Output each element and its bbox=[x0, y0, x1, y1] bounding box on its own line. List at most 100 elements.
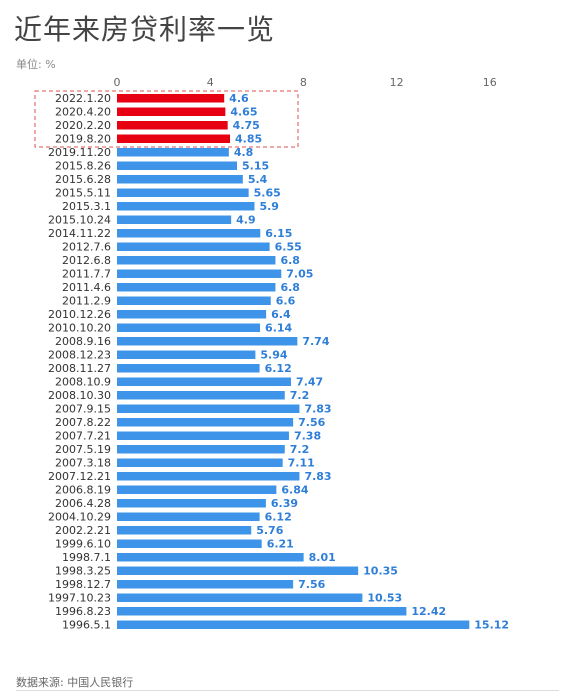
value-label: 4.9 bbox=[236, 214, 256, 227]
category-label: 2007.3.18 bbox=[55, 457, 111, 470]
category-label: 2011.4.6 bbox=[62, 281, 111, 294]
category-label: 1999.6.10 bbox=[55, 538, 111, 551]
value-label: 7.83 bbox=[304, 403, 331, 416]
x-tick-label: 8 bbox=[300, 76, 307, 89]
category-label: 1996.5.1 bbox=[62, 619, 111, 632]
bar bbox=[117, 539, 262, 548]
value-label: 6.14 bbox=[265, 322, 292, 335]
bar bbox=[117, 229, 261, 238]
bar bbox=[117, 134, 231, 143]
bar bbox=[117, 553, 304, 562]
value-label: 6.12 bbox=[265, 362, 292, 375]
value-label: 5.76 bbox=[256, 524, 283, 537]
category-label: 2012.7.6 bbox=[62, 241, 111, 254]
bar bbox=[117, 485, 277, 494]
category-label: 2015.6.28 bbox=[55, 173, 111, 186]
category-label: 2008.11.27 bbox=[48, 362, 111, 375]
bar bbox=[117, 94, 225, 103]
category-label: 2007.12.21 bbox=[48, 470, 111, 483]
category-label: 2006.4.28 bbox=[55, 497, 111, 510]
value-label: 7.2 bbox=[290, 389, 310, 402]
category-label: 2010.10.20 bbox=[48, 322, 111, 335]
bar bbox=[117, 121, 228, 130]
category-label: 2006.8.19 bbox=[55, 484, 111, 497]
value-label: 5.65 bbox=[254, 187, 281, 200]
value-label: 6.55 bbox=[275, 241, 302, 254]
bar bbox=[117, 499, 266, 508]
category-label: 2007.7.21 bbox=[55, 430, 111, 443]
category-label: 2014.11.22 bbox=[48, 227, 111, 240]
bar bbox=[117, 242, 270, 251]
unit-label: 单位: % bbox=[16, 58, 56, 71]
category-label: 1998.12.7 bbox=[55, 578, 111, 591]
category-label: 2011.2.9 bbox=[62, 295, 111, 308]
page-title: 近年来房贷利率一览 bbox=[14, 13, 276, 46]
bar bbox=[117, 337, 298, 346]
category-label: 2010.12.26 bbox=[48, 308, 111, 321]
category-label: 2020.2.20 bbox=[55, 119, 111, 132]
bar bbox=[117, 350, 256, 359]
value-label: 15.12 bbox=[474, 619, 509, 632]
category-label: 2008.9.16 bbox=[55, 335, 111, 348]
bar bbox=[117, 215, 232, 224]
bar bbox=[117, 107, 226, 116]
value-label: 5.94 bbox=[260, 349, 287, 362]
bar bbox=[117, 283, 276, 292]
bar bbox=[117, 391, 285, 400]
value-label: 7.05 bbox=[286, 268, 313, 281]
category-label: 1998.7.1 bbox=[62, 551, 111, 564]
bar bbox=[117, 404, 300, 413]
category-label: 2019.11.20 bbox=[48, 146, 111, 159]
value-label: 6.39 bbox=[271, 497, 298, 510]
bar bbox=[117, 296, 271, 305]
category-label: 2007.8.22 bbox=[55, 416, 111, 429]
category-label: 2019.8.20 bbox=[55, 133, 111, 146]
value-label: 5.4 bbox=[248, 173, 268, 186]
source-note: 数据来源: 中国人民银行 bbox=[16, 676, 134, 689]
value-label: 6.15 bbox=[265, 227, 292, 240]
value-label: 4.6 bbox=[229, 92, 249, 105]
value-label: 8.01 bbox=[309, 551, 336, 564]
category-label: 2015.3.1 bbox=[62, 200, 111, 213]
bar bbox=[117, 161, 237, 170]
value-label: 7.2 bbox=[290, 443, 310, 456]
bar bbox=[117, 148, 229, 157]
value-label: 6.4 bbox=[271, 308, 291, 321]
category-label: 1996.8.23 bbox=[55, 605, 111, 618]
category-label: 2022.1.20 bbox=[55, 92, 111, 105]
value-label: 4.85 bbox=[235, 133, 262, 146]
category-label: 2015.8.26 bbox=[55, 160, 111, 173]
value-label: 7.11 bbox=[288, 457, 315, 470]
bar bbox=[117, 458, 283, 467]
bar bbox=[117, 364, 260, 373]
value-label: 6.12 bbox=[265, 511, 292, 524]
value-label: 6.6 bbox=[276, 295, 296, 308]
bar bbox=[117, 472, 300, 481]
bar bbox=[117, 269, 282, 278]
value-label: 4.65 bbox=[230, 106, 257, 119]
category-label: 1997.10.23 bbox=[48, 592, 111, 605]
bar bbox=[117, 512, 260, 521]
bar bbox=[117, 566, 359, 575]
value-label: 7.38 bbox=[294, 430, 321, 443]
value-label: 6.8 bbox=[280, 281, 300, 294]
value-label: 6.21 bbox=[267, 538, 294, 551]
value-label: 5.9 bbox=[259, 200, 279, 213]
bar bbox=[117, 607, 407, 616]
category-label: 2020.4.20 bbox=[55, 106, 111, 119]
bar bbox=[117, 526, 252, 535]
value-label: 6.8 bbox=[280, 254, 300, 267]
bar bbox=[117, 418, 294, 427]
value-label: 7.47 bbox=[296, 376, 323, 389]
bar-chart: 0 4 8 12 16 2022.1.20 4.6 2020.4.20 4.65 2020.2.2… bbox=[34, 76, 509, 632]
category-label: 2004.10.29 bbox=[48, 511, 111, 524]
category-label: 2007.9.15 bbox=[55, 403, 111, 416]
bar bbox=[117, 202, 255, 211]
bar bbox=[117, 445, 285, 454]
category-label: 2011.7.7 bbox=[62, 268, 111, 281]
category-label: 2015.5.11 bbox=[55, 187, 111, 200]
bar bbox=[117, 580, 294, 589]
value-label: 7.56 bbox=[298, 416, 325, 429]
value-label: 7.56 bbox=[298, 578, 325, 591]
category-label: 2008.12.23 bbox=[48, 349, 111, 362]
